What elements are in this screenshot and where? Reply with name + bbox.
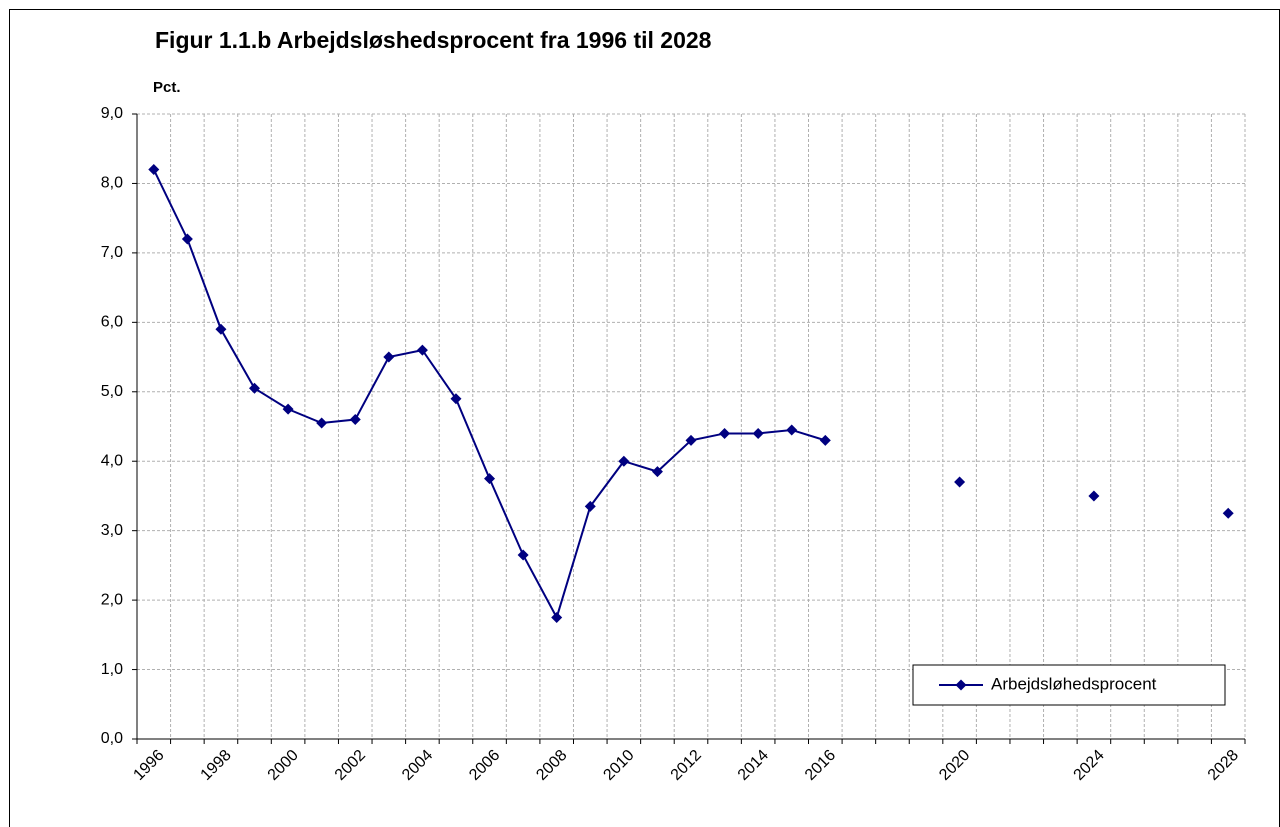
point [215, 323, 227, 335]
point [282, 403, 294, 415]
point [618, 455, 630, 467]
point [819, 434, 831, 446]
point [249, 382, 261, 394]
point [517, 549, 529, 561]
y-tick-label: 6,0 [101, 314, 123, 331]
point [954, 476, 966, 488]
y-tick-label: 4,0 [101, 452, 123, 469]
y-tick-label: 0,0 [101, 730, 123, 747]
legend-label: Arbejdsløhedsprocent [991, 674, 1157, 693]
point [685, 434, 697, 446]
point [719, 427, 731, 439]
point [450, 393, 462, 405]
legend-marker [955, 679, 967, 691]
point [383, 351, 395, 363]
point [752, 427, 764, 439]
point [148, 164, 160, 176]
y-tick-label: 2,0 [101, 591, 123, 608]
y-tick-label: 3,0 [101, 522, 123, 539]
point [316, 417, 328, 429]
point [584, 500, 596, 512]
y-tick-label: 9,0 [101, 105, 123, 122]
point [651, 466, 663, 478]
y-tick-label: 1,0 [101, 661, 123, 678]
point [181, 233, 193, 245]
point [786, 424, 798, 436]
point [551, 611, 563, 623]
y-axis-label: Pct. [153, 79, 181, 96]
point [349, 414, 361, 426]
y-tick-label: 5,0 [101, 383, 123, 400]
point [484, 473, 496, 485]
y-tick-label: 7,0 [101, 244, 123, 261]
y-tick-label: 8,0 [101, 175, 123, 192]
point [416, 344, 428, 356]
point [1222, 507, 1234, 519]
chart-title: Figur 1.1.b Arbejdsløshedsprocent fra 19… [155, 27, 712, 53]
point [1088, 490, 1100, 502]
